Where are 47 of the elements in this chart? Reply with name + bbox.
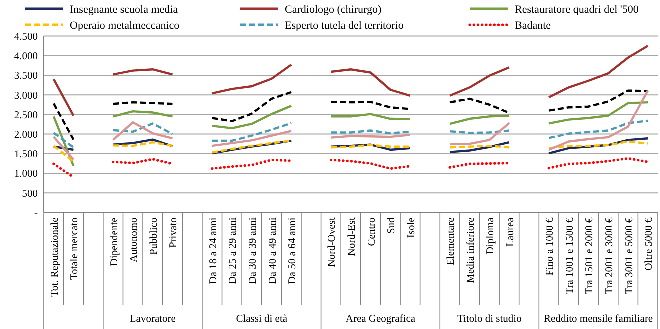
y-tick-label: 500 xyxy=(22,188,38,200)
y-tick-label: 1.500 xyxy=(14,150,38,161)
x-tick-label: Pubblico xyxy=(148,218,160,256)
x-tick-label: Tra 1501 e 2000 € xyxy=(584,216,596,294)
x-axis-title: Titolo di studio xyxy=(457,314,522,325)
x-tick-label: Media inferiore xyxy=(466,217,477,284)
legend-label: Esperto tutela del territorio xyxy=(285,20,404,32)
x-tick-label: Nord-Ovest xyxy=(327,218,338,268)
x-tick-label: Da 40 a 49 anni xyxy=(268,218,279,284)
x-tick-label: Dipendente xyxy=(109,217,120,266)
x-tick-label: Diploma xyxy=(486,217,497,254)
y-tick-label: 4.000 xyxy=(14,52,38,63)
x-tick-label: Da 18 a 24 anni xyxy=(208,218,220,284)
x-axis-title: Classi di età xyxy=(236,314,288,325)
y-tick-label: - xyxy=(34,208,38,220)
x-tick-label: Centro xyxy=(366,218,378,246)
x-axis-title: Lavoratore xyxy=(130,314,176,325)
x-tick-label: Da 50 a 64 anni xyxy=(288,218,299,284)
x-tick-label: Tra 3001 e 5000 € xyxy=(624,216,636,294)
x-tick-label: Tra 1001 e 1500 € xyxy=(564,216,576,294)
x-tick-label: Totale mercato xyxy=(70,218,81,280)
x-tick-label: Sud xyxy=(386,216,398,234)
legend-label: Insegnante scuola media xyxy=(70,4,178,16)
x-tick-label: Laurea xyxy=(505,217,516,247)
legend-label: Badante xyxy=(515,20,552,32)
legend-label: Restauratore quadri del '500 xyxy=(515,4,640,16)
x-tick-label: Fino a 1000 € xyxy=(545,216,556,276)
x-tick-label: Elementare xyxy=(446,217,458,266)
y-tick-label: 4.500 xyxy=(14,32,38,43)
x-tick-label: Autonomo xyxy=(129,218,140,263)
x-tick-label: Isole xyxy=(406,217,418,238)
y-tick-label: 1.000 xyxy=(14,169,38,180)
y-tick-label: 2.000 xyxy=(14,130,38,141)
x-tick-label: Oltre 5000 € xyxy=(644,216,656,271)
x-tick-label: Tot. Reputazionale xyxy=(50,217,61,297)
x-tick-label: Tra 2001 e 3000 € xyxy=(604,216,616,294)
y-tick-label: 3.000 xyxy=(14,90,38,102)
x-tick-label: Da 25 a 29 anni xyxy=(228,218,240,284)
legend-label: Cardiologo (chirurgo) xyxy=(285,4,382,16)
x-tick-label: Privato xyxy=(168,218,180,248)
legend-label: Operaio metalmeccanico xyxy=(70,20,180,32)
y-tick-label: 2.500 xyxy=(14,110,38,122)
y-tick-label: 3.500 xyxy=(14,71,38,82)
x-axis-title: Area Geografica xyxy=(346,314,416,325)
x-tick-label: Nord-Est xyxy=(347,218,358,256)
x-axis-title: Reddito mensile familiare xyxy=(544,314,654,325)
x-tick-label: Da 30 a 39 anni xyxy=(248,218,259,284)
